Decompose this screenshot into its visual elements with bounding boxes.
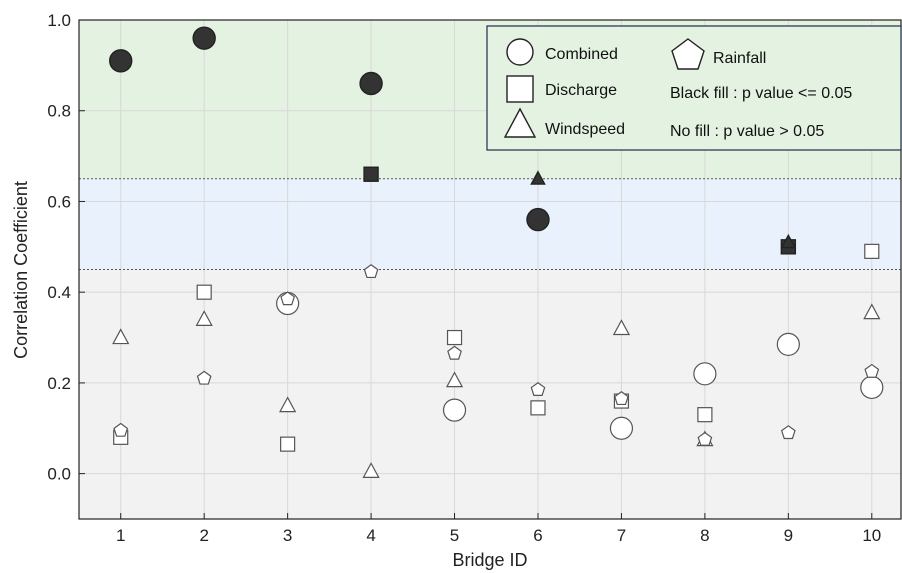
x-tick-label: 2 (199, 526, 208, 545)
point-combined-4 (359, 71, 383, 96)
point-windspeed-10 (863, 303, 881, 320)
x-tick-label: 8 (700, 526, 709, 545)
legend-rainfall-marker (671, 38, 705, 70)
x-tick-label: 4 (366, 526, 375, 545)
point-rainfall-3 (280, 291, 295, 306)
point-rainfall-2 (196, 370, 212, 385)
point-rainfall-10 (864, 363, 880, 378)
point-combined-2 (192, 26, 216, 50)
data-points (109, 26, 884, 478)
point-combined-10 (860, 375, 884, 400)
y-tick-label: 0.6 (47, 192, 71, 211)
y-tick-label: 0.8 (47, 102, 71, 121)
x-tick-label: 10 (862, 526, 881, 545)
point-discharge-2 (196, 284, 212, 300)
point-windspeed-7 (612, 319, 631, 336)
x-tick-label: 6 (533, 526, 542, 545)
legend-note-open: No fill : p value > 0.05 (670, 123, 824, 140)
x-axis-label: Bridge ID (452, 550, 527, 570)
point-rainfall-4 (363, 264, 379, 279)
point-windspeed-5 (445, 371, 464, 388)
band-2 (79, 269, 901, 519)
point-discharge-8 (697, 407, 713, 423)
legend: Combined Discharge Windspeed Rainfall Bl… (486, 25, 902, 151)
point-rainfall-1 (113, 422, 129, 437)
x-tick-label: 1 (116, 526, 125, 545)
y-axis-label: Correlation Coefficient (11, 181, 31, 359)
point-windspeed-4 (362, 462, 380, 478)
point-combined-8 (693, 362, 717, 386)
y-tick-label: 0.2 (47, 374, 71, 393)
x-tick-label: 9 (784, 526, 793, 545)
legend-windspeed-marker (503, 107, 537, 138)
point-rainfall-6 (530, 381, 546, 396)
point-combined-1 (109, 49, 133, 73)
point-windspeed-2 (195, 310, 213, 326)
legend-combined-marker (506, 38, 534, 66)
point-windspeed-3 (279, 396, 297, 413)
legend-box (486, 25, 902, 151)
legend-note-filled: Black fill : p value <= 0.05 (670, 85, 852, 102)
point-combined-6 (526, 207, 550, 232)
point-rainfall-9 (780, 425, 796, 440)
point-windspeed-6 (530, 170, 546, 185)
legend-windspeed-label: Windspeed (545, 121, 625, 138)
point-combined-5 (442, 398, 467, 422)
threshold-lines (79, 178, 901, 270)
legend-discharge-label: Discharge (545, 82, 617, 99)
x-tick-label: 7 (617, 526, 626, 545)
point-discharge-4 (363, 166, 379, 182)
point-discharge-5 (446, 329, 463, 346)
point-rainfall-8 (697, 431, 713, 446)
point-combined-9 (776, 332, 800, 356)
legend-rainfall-label: Rainfall (713, 50, 766, 67)
point-rainfall-7 (614, 391, 629, 406)
x-tick-label: 3 (283, 526, 292, 545)
plot-frame (78, 19, 902, 520)
x-tick-label: 5 (450, 526, 459, 545)
point-rainfall-5 (447, 345, 462, 360)
legend-combined-label: Combined (545, 46, 618, 63)
y-tick-label: 0.0 (47, 465, 71, 484)
y-tick-label: 0.4 (47, 283, 71, 302)
point-windspeed-9 (780, 233, 797, 249)
band-1 (79, 178, 901, 270)
axis-ticks: 1 2 3 4 5 6 7 8 9 10 0.0 0.2 0.4 0.6 0.8 1.0 (47, 11, 881, 545)
point-windspeed-1 (112, 328, 130, 345)
point-discharge-3 (280, 436, 296, 452)
point-combined-7 (609, 416, 634, 440)
y-tick-label: 1.0 (47, 11, 71, 30)
point-discharge-10 (864, 243, 880, 259)
point-discharge-6 (530, 400, 546, 416)
legend-discharge-marker (506, 75, 534, 103)
